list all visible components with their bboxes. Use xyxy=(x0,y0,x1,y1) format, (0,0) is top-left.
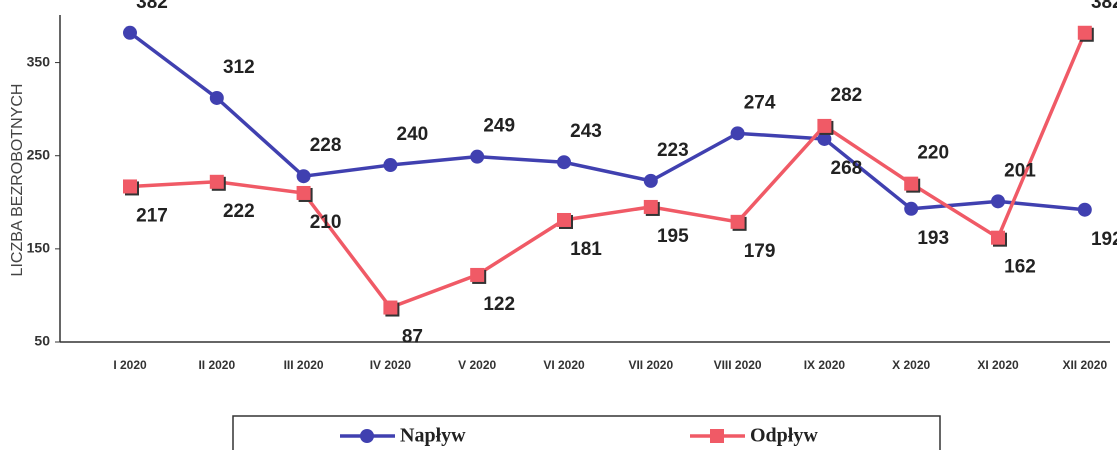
x-tick-label: XI 2020 xyxy=(977,358,1019,372)
x-tick-label: VIII 2020 xyxy=(714,358,762,372)
point xyxy=(1077,25,1092,40)
point xyxy=(470,149,485,164)
x-tick-label: I 2020 xyxy=(113,358,147,372)
series-line xyxy=(128,31,1085,212)
point xyxy=(730,126,745,141)
point xyxy=(991,194,1005,209)
point xyxy=(123,179,137,194)
point xyxy=(296,185,311,200)
point xyxy=(730,214,745,229)
value-label: 201 xyxy=(1004,160,1036,181)
value-label: 222 xyxy=(223,201,255,222)
x-tick-label: II 2020 xyxy=(198,358,235,372)
value-label: 181 xyxy=(570,239,602,260)
x-tick-label: X 2020 xyxy=(892,358,930,372)
point xyxy=(557,212,571,227)
x-tick-label: V 2020 xyxy=(458,358,496,372)
point xyxy=(904,201,919,216)
point xyxy=(557,155,571,170)
value-label: 282 xyxy=(831,85,863,106)
y-tick-label: 250 xyxy=(27,146,51,162)
point xyxy=(209,174,224,189)
value-label: 249 xyxy=(483,116,515,137)
series-line xyxy=(129,32,1087,310)
x-tick-label: III 2020 xyxy=(284,358,324,372)
value-label: 382 xyxy=(1091,0,1117,13)
legend-label: Odpływ xyxy=(750,425,818,447)
value-label: 162 xyxy=(1004,257,1036,278)
legend-marker xyxy=(360,429,374,443)
value-label: 312 xyxy=(223,57,255,78)
y-tick-label: 350 xyxy=(27,53,51,69)
point xyxy=(643,199,658,214)
point xyxy=(817,131,832,146)
legend-box xyxy=(232,415,941,450)
y-tick-label: 150 xyxy=(27,240,51,256)
point xyxy=(817,118,832,133)
x-tick-label: IV 2020 xyxy=(370,358,412,372)
value-label: 195 xyxy=(657,226,689,247)
x-tick-label: VII 2020 xyxy=(628,358,673,372)
value-label: 223 xyxy=(657,140,689,161)
value-label: 382 xyxy=(136,0,168,13)
point xyxy=(383,300,398,315)
legend-label: Napływ xyxy=(400,425,466,447)
value-label: 274 xyxy=(744,92,776,113)
legend-marker xyxy=(710,429,724,443)
y-axis-label: LICZBA BEZROBOTNYCH xyxy=(9,84,26,277)
value-label: 87 xyxy=(402,327,423,348)
value-label: 192 xyxy=(1091,229,1117,250)
value-label: 210 xyxy=(310,212,342,233)
point xyxy=(470,267,485,282)
point xyxy=(991,230,1005,245)
x-tick-label: VI 2020 xyxy=(543,358,585,372)
value-label: 243 xyxy=(570,121,602,142)
point xyxy=(296,169,311,184)
value-label: 220 xyxy=(917,143,949,164)
value-label: 268 xyxy=(831,158,863,179)
value-label: 240 xyxy=(397,124,429,145)
point xyxy=(123,25,137,40)
point xyxy=(209,90,224,105)
value-label: 193 xyxy=(917,228,949,249)
y-tick-label: 50 xyxy=(34,333,50,349)
point xyxy=(383,158,398,173)
point xyxy=(904,176,919,191)
value-label: 122 xyxy=(483,294,515,315)
point xyxy=(643,173,658,188)
point xyxy=(1077,202,1092,217)
x-tick-label: XII 2020 xyxy=(1062,358,1107,372)
value-label: 179 xyxy=(744,241,776,262)
x-tick-label: IX 2020 xyxy=(804,358,846,372)
value-label: 217 xyxy=(136,205,168,226)
value-label: 228 xyxy=(310,135,342,156)
